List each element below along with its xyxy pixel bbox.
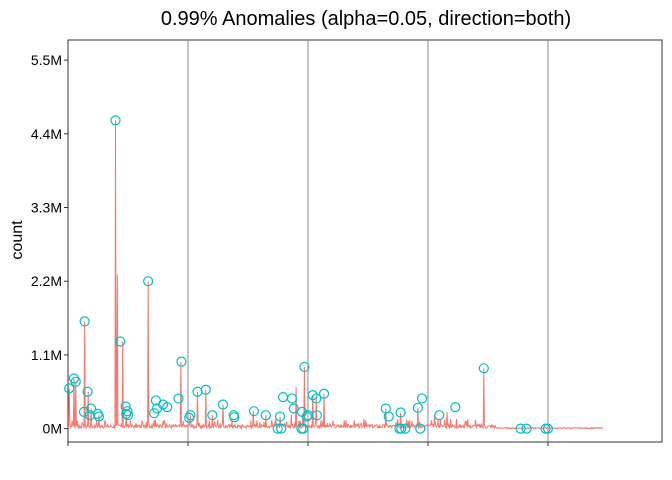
anomaly-point <box>542 423 554 434</box>
anomaly-point <box>86 403 97 414</box>
anomaly-point <box>301 411 312 422</box>
anomaly-point <box>395 407 406 418</box>
anomaly-point <box>276 423 287 434</box>
anomaly-point <box>311 410 322 421</box>
anomaly-point <box>115 336 126 347</box>
series-layer <box>67 120 603 430</box>
anomaly-point <box>521 423 532 434</box>
y-tick-label: 4.4M <box>31 126 62 142</box>
anomaly-point <box>272 423 283 434</box>
anomaly-point <box>200 384 211 395</box>
y-tick-label: 3.3M <box>31 200 62 216</box>
grid-lines <box>187 40 549 442</box>
anomaly-point <box>143 276 154 287</box>
anomaly-point <box>217 399 229 410</box>
anomaly-point <box>248 406 260 417</box>
anomaly-point <box>412 402 423 413</box>
anomaly-point <box>299 361 310 373</box>
y-tick-label: 0M <box>43 421 62 437</box>
anomaly-point <box>298 423 309 434</box>
anomaly-point <box>64 383 75 394</box>
anomaly-point <box>82 386 93 397</box>
anomaly-point <box>286 393 298 404</box>
anomaly-point <box>318 388 330 399</box>
anomaly-point <box>383 411 394 422</box>
anomaly-point <box>311 393 322 404</box>
anomaly-point <box>185 410 196 421</box>
chart-title: 0.99% Anomalies (alpha=0.05, direction=b… <box>161 8 571 30</box>
anomaly-point <box>162 402 173 413</box>
anomaly-point <box>173 393 184 404</box>
anomaly-point <box>70 376 81 387</box>
x-axis <box>67 442 549 446</box>
anomaly-point <box>416 393 428 404</box>
anomaly-point <box>176 356 187 367</box>
y-tick-label: 2.2M <box>31 273 62 289</box>
y-axis: 0M 1.1M 2.2M 3.3M 4.4M 5.5M <box>31 52 68 437</box>
y-tick-label: 5.5M <box>31 52 62 68</box>
anomaly-markers <box>64 115 554 434</box>
anomaly-point <box>260 410 271 421</box>
y-tick-label: 1.1M <box>31 347 62 363</box>
anomaly-point <box>274 411 286 422</box>
series-line <box>67 120 603 430</box>
anomaly-point <box>110 115 121 126</box>
anomaly-point <box>93 411 104 422</box>
anomaly-point <box>122 406 133 417</box>
anomaly-point <box>396 423 407 434</box>
anomaly-point <box>79 316 90 327</box>
anomaly-point <box>122 410 134 421</box>
anomaly-point <box>515 423 526 434</box>
anomaly-point <box>229 412 240 423</box>
anomaly-point <box>478 363 489 374</box>
anomaly-point <box>400 423 411 434</box>
anomaly-point <box>307 390 318 401</box>
plot-panel <box>67 39 663 443</box>
anomaly-point <box>415 423 426 434</box>
anomaly-point <box>450 402 461 413</box>
anomaly-point <box>434 410 445 421</box>
anomaly-point <box>207 410 218 421</box>
y-axis-label: count <box>9 220 26 260</box>
